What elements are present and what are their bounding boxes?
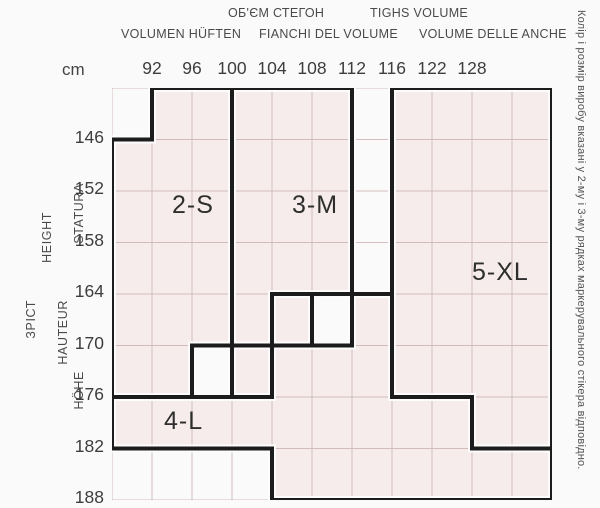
marking-sticker-note: Колір і розмір виробу вказані у 2-му і 3… (575, 10, 587, 470)
header-hips-de: VOLUMEN HÜFTEN (121, 27, 242, 41)
y-tick-146: 146 (74, 126, 104, 147)
y-tick-170: 170 (74, 332, 104, 353)
y-tick-188: 188 (74, 487, 104, 507)
x-tick-128: 128 (457, 58, 487, 78)
size-label-4-l: 4-L (164, 407, 204, 436)
x-tick-112: 112 (338, 58, 366, 78)
y-tick-158: 158 (74, 229, 104, 250)
header-hips-fr: VOLUME DELLE ANCHE (419, 27, 567, 41)
size-label-3-m: 3-M (292, 191, 339, 219)
y-tick-176: 176 (74, 384, 104, 404)
y-tick-182: 182 (74, 435, 104, 456)
chart-grid (112, 88, 552, 500)
size-label-2-s: 2-S (172, 191, 214, 219)
chart-grid-svg (112, 88, 552, 500)
x-tick-96: 96 (182, 58, 202, 78)
y-tick-164: 164 (74, 281, 104, 301)
y-tick-152: 152 (74, 178, 104, 198)
x-tick-100: 100 (217, 58, 247, 78)
x-tick-104: 104 (257, 58, 287, 78)
header-hips-ua: ОБ'ЄМ СТЕГОН (228, 6, 325, 20)
header-hips-en: TIGHS VOLUME (370, 6, 469, 20)
x-tick-92: 92 (142, 58, 162, 78)
x-tick-108: 108 (297, 58, 327, 78)
x-tick-122: 122 (417, 58, 447, 78)
unit-label: cm (62, 60, 85, 79)
size-label-5-xl: 5-XL (472, 257, 529, 286)
size-region-outline-4-l (112, 292, 552, 500)
x-tick-116: 116 (378, 58, 406, 78)
axis-label-height-ua: ЗРІСТ (24, 300, 38, 339)
header-hips-it: FIANCHI DEL VOLUME (259, 27, 398, 41)
axis-label-height-en: HEIGHT (40, 212, 54, 263)
